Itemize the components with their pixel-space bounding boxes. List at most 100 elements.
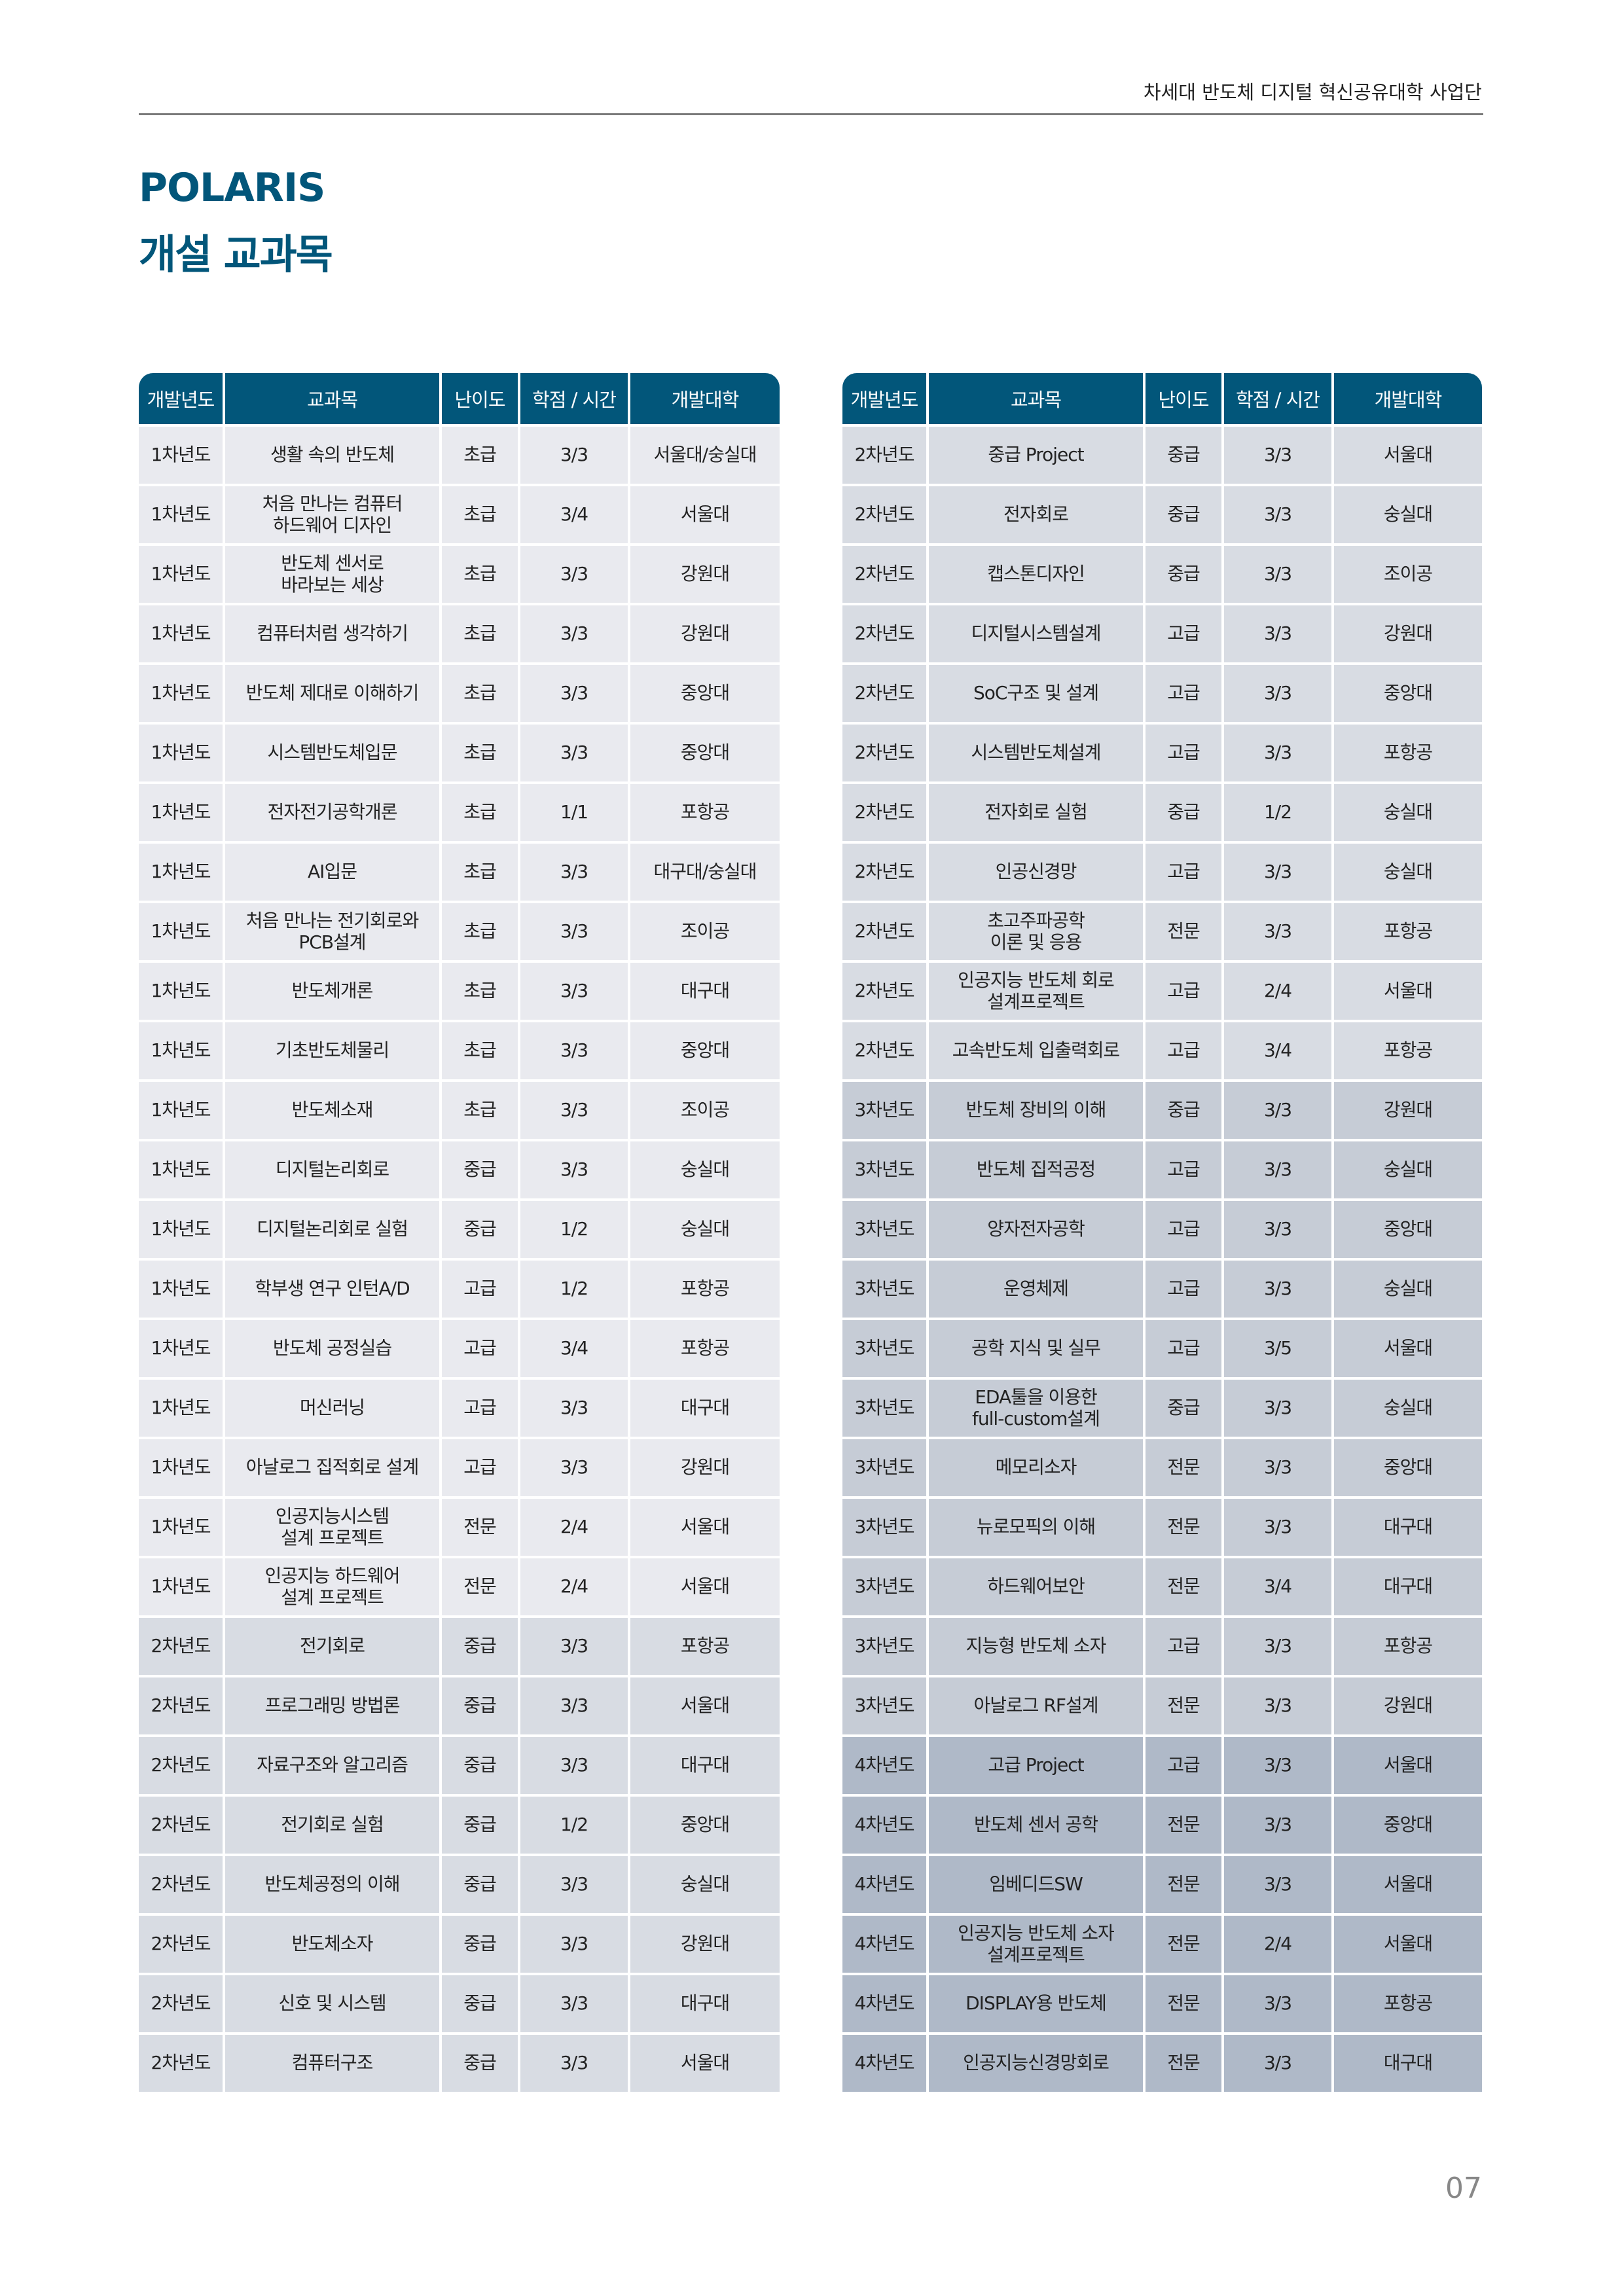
cell-university: 포항공 xyxy=(628,1258,780,1320)
table-row: 1차년도 머신러닝 고급 3/3 대구대 xyxy=(139,1377,780,1439)
table-row: 1차년도 반도체소재 초급 3/3 조이공 xyxy=(139,1079,780,1141)
cell-level: 전문 xyxy=(439,1496,520,1558)
cell-level: 전문 xyxy=(1143,1437,1224,1499)
table-row: 2차년도 인공지능 반도체 회로 설계프로젝트 고급 2/4 서울대 xyxy=(842,960,1482,1022)
cell-credits: 3/3 xyxy=(1221,1615,1334,1677)
cell-course: 반도체소자 xyxy=(223,1913,442,1975)
table-row: 1차년도 컴퓨터처럼 생각하기 초급 3/3 강원대 xyxy=(139,603,780,665)
cell-year: 1차년도 xyxy=(139,1020,225,1082)
cell-year: 1차년도 xyxy=(139,1437,225,1499)
cell-course: 인공지능 반도체 회로 설계프로젝트 xyxy=(926,960,1146,1022)
table-row: 2차년도 자료구조와 알고리즘 중급 3/3 대구대 xyxy=(139,1734,780,1797)
cell-level: 고급 xyxy=(1143,1734,1224,1797)
cell-year: 3차년도 xyxy=(842,1258,929,1320)
cell-level: 고급 xyxy=(1143,1198,1224,1261)
table-row: 1차년도 디지털논리회로 실험 중급 1/2 숭실대 xyxy=(139,1198,780,1261)
table-row: 1차년도 시스템반도체입문 초급 3/3 중앙대 xyxy=(139,722,780,784)
cell-credits: 3/3 xyxy=(1221,1437,1334,1499)
cell-university: 조이공 xyxy=(1331,543,1482,605)
table-row: 4차년도 인공지능 반도체 소자 설계프로젝트 전문 2/4 서울대 xyxy=(842,1913,1482,1975)
cell-credits: 3/4 xyxy=(1221,1556,1334,1618)
cell-year: 2차년도 xyxy=(842,901,929,963)
cell-level: 고급 xyxy=(1143,603,1224,665)
cell-credits: 3/4 xyxy=(518,1318,630,1380)
table-row: 1차년도 디지털논리회로 중급 3/3 숭실대 xyxy=(139,1139,780,1201)
column-header-level: 난이도 xyxy=(1143,373,1224,425)
cell-university: 서울대/숭실대 xyxy=(628,424,780,486)
cell-credits: 3/3 xyxy=(1221,1794,1334,1856)
cell-university: 숭실대 xyxy=(1331,841,1482,903)
table-row: 3차년도 양자전자공학 고급 3/3 중앙대 xyxy=(842,1198,1482,1261)
cell-level: 중급 xyxy=(1143,1377,1224,1439)
cell-year: 2차년도 xyxy=(139,1854,225,1916)
cell-university: 중앙대 xyxy=(1331,1198,1482,1261)
cell-level: 중급 xyxy=(1143,1079,1224,1141)
cell-level: 전문 xyxy=(1143,1496,1224,1558)
cell-course: 전기회로 실험 xyxy=(223,1794,442,1856)
table-row: 2차년도 신호 및 시스템 중급 3/3 대구대 xyxy=(139,1973,780,2035)
cell-university: 대구대 xyxy=(628,1377,780,1439)
cell-level: 초급 xyxy=(439,662,520,725)
cell-course: 캡스톤디자인 xyxy=(926,543,1146,605)
cell-university: 포항공 xyxy=(1331,901,1482,963)
cell-year: 2차년도 xyxy=(139,1615,225,1677)
column-header-year: 개발년도 xyxy=(139,373,225,425)
cell-level: 고급 xyxy=(1143,1258,1224,1320)
cell-university: 대구대 xyxy=(628,1973,780,2035)
cell-university: 숭실대 xyxy=(1331,484,1482,546)
table-row: 2차년도 고속반도체 입출력회로 고급 3/4 포항공 xyxy=(842,1020,1482,1082)
cell-course: 초고주파공학 이론 및 응용 xyxy=(926,901,1146,963)
cell-year: 1차년도 xyxy=(139,722,225,784)
cell-course: 고급 Project xyxy=(926,1734,1146,1797)
cell-level: 고급 xyxy=(1143,1615,1224,1677)
table-row: 1차년도 처음 만나는 컴퓨터 하드웨어 디자인 초급 3/4 서울대 xyxy=(139,484,780,546)
column-header-level: 난이도 xyxy=(439,373,520,425)
cell-credits: 3/3 xyxy=(518,1020,630,1082)
cell-level: 초급 xyxy=(439,1079,520,1141)
column-header-credits: 학점 / 시간 xyxy=(1221,373,1334,425)
cell-university: 중앙대 xyxy=(628,662,780,725)
cell-year: 1차년도 xyxy=(139,603,225,665)
cell-credits: 1/2 xyxy=(518,1258,630,1320)
cell-university: 서울대 xyxy=(1331,1913,1482,1975)
cell-level: 고급 xyxy=(1143,722,1224,784)
cell-year: 2차년도 xyxy=(842,543,929,605)
cell-course: 신호 및 시스템 xyxy=(223,1973,442,2035)
cell-course: 전자회로 실험 xyxy=(926,781,1146,844)
cell-credits: 3/3 xyxy=(1221,1139,1334,1201)
cell-course: EDA툴을 이용한 full-custom설계 xyxy=(926,1377,1146,1439)
cell-course: 시스템반도체입문 xyxy=(223,722,442,784)
cell-year: 3차년도 xyxy=(842,1496,929,1558)
table-row: 1차년도 인공지능 하드웨어 설계 프로젝트 전문 2/4 서울대 xyxy=(139,1556,780,1618)
cell-university: 강원대 xyxy=(628,1437,780,1499)
cell-university: 숭실대 xyxy=(628,1198,780,1261)
cell-year: 3차년도 xyxy=(842,1139,929,1201)
cell-course: 아날로그 집적회로 설계 xyxy=(223,1437,442,1499)
cell-course: 반도체 공정실습 xyxy=(223,1318,442,1380)
cell-year: 2차년도 xyxy=(842,484,929,546)
cell-university: 대구대 xyxy=(628,1734,780,1797)
cell-credits: 3/3 xyxy=(518,603,630,665)
table-row: 2차년도 인공신경망 고급 3/3 숭실대 xyxy=(842,841,1482,903)
cell-university: 서울대 xyxy=(628,1556,780,1618)
table-row: 2차년도 SoC구조 및 설계 고급 3/3 중앙대 xyxy=(842,662,1482,725)
cell-level: 초급 xyxy=(439,424,520,486)
cell-credits: 1/1 xyxy=(518,781,630,844)
cell-credits: 3/3 xyxy=(1221,1973,1334,2035)
table-row: 1차년도 반도체 공정실습 고급 3/4 포항공 xyxy=(139,1318,780,1380)
cell-credits: 3/3 xyxy=(1221,901,1334,963)
cell-course: 중급 Project xyxy=(926,424,1146,486)
cell-year: 3차년도 xyxy=(842,1556,929,1618)
cell-year: 3차년도 xyxy=(842,1318,929,1380)
cell-credits: 3/3 xyxy=(518,662,630,725)
table-row: 1차년도 아날로그 집적회로 설계 고급 3/3 강원대 xyxy=(139,1437,780,1499)
cell-university: 중앙대 xyxy=(1331,1794,1482,1856)
cell-year: 1차년도 xyxy=(139,1079,225,1141)
cell-level: 전문 xyxy=(1143,1556,1224,1618)
cell-year: 3차년도 xyxy=(842,1079,929,1141)
cell-university: 강원대 xyxy=(628,1913,780,1975)
cell-level: 초급 xyxy=(439,543,520,605)
cell-level: 초급 xyxy=(439,841,520,903)
table-row: 1차년도 인공지능시스템 설계 프로젝트 전문 2/4 서울대 xyxy=(139,1496,780,1558)
cell-year: 2차년도 xyxy=(139,1734,225,1797)
